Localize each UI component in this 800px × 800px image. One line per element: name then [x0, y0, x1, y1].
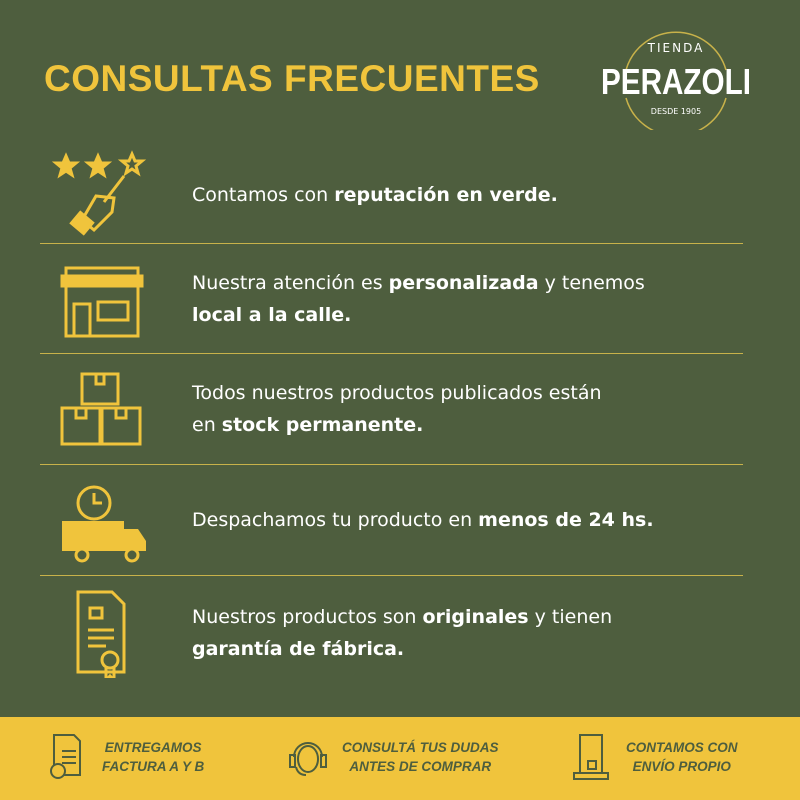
faq-text: Despachamos tu producto en menos de 24 h…: [192, 509, 654, 531]
door-package-icon: [573, 734, 609, 780]
faq-text: Todos nuestros productos publicados está…: [192, 382, 602, 436]
rating-stars-hand-icon: [52, 150, 147, 236]
logo-top: TIENDA: [647, 41, 705, 55]
logo-name: PERAZOLI: [601, 61, 751, 102]
faq-item-originals: Nuestros productos son originales y tien…: [40, 578, 743, 688]
boxes-icon: [60, 372, 142, 446]
delivery-truck-clock-icon: [62, 485, 146, 563]
invoice-icon: [50, 734, 81, 779]
faq-text: Nuestros productos son originales y tien…: [192, 606, 613, 660]
footer-item-support: CONSULTÁ TUS DUDAS ANTES DE COMPRAR: [288, 733, 499, 781]
headset-support-icon: [289, 742, 327, 776]
certificate-icon: [76, 590, 126, 678]
footer-text: CONTAMOS CON ENVÍO PROPIO: [626, 740, 738, 774]
page-title: CONSULTAS FRECUENTES: [44, 58, 540, 99]
faq-item-stock: Todos nuestros productos publicados está…: [40, 354, 743, 464]
logo-bottom: DESDE 1905: [651, 107, 701, 116]
footer-band: ENTREGAMOS FACTURA A Y B CONSULTÁ TUS DUD…: [0, 717, 800, 800]
divider: [40, 353, 743, 354]
storefront-icon: [60, 266, 144, 338]
faq-text: Nuestra atención es personalizada y tene…: [192, 272, 645, 326]
faq-text: Contamos con reputación en verde.: [192, 184, 558, 206]
brand-logo: TIENDA PERAZOLI DESDE 1905: [601, 31, 751, 130]
divider: [40, 575, 743, 576]
footer-text: ENTREGAMOS FACTURA A Y B: [102, 740, 205, 774]
footer-item-own-shipping: CONTAMOS CON ENVÍO PROPIO: [572, 733, 738, 781]
divider: [40, 243, 743, 244]
faq-item-reputation: Contamos con reputación en verde.: [40, 140, 743, 250]
divider: [40, 464, 743, 465]
footer-text: CONSULTÁ TUS DUDAS ANTES DE COMPRAR: [342, 740, 499, 774]
faq-item-shipping: Despachamos tu producto en menos de 24 h…: [40, 465, 743, 575]
faq-item-attention: Nuestra atención es personalizada y tene…: [40, 244, 743, 354]
footer-item-invoice: ENTREGAMOS FACTURA A Y B: [48, 733, 204, 781]
